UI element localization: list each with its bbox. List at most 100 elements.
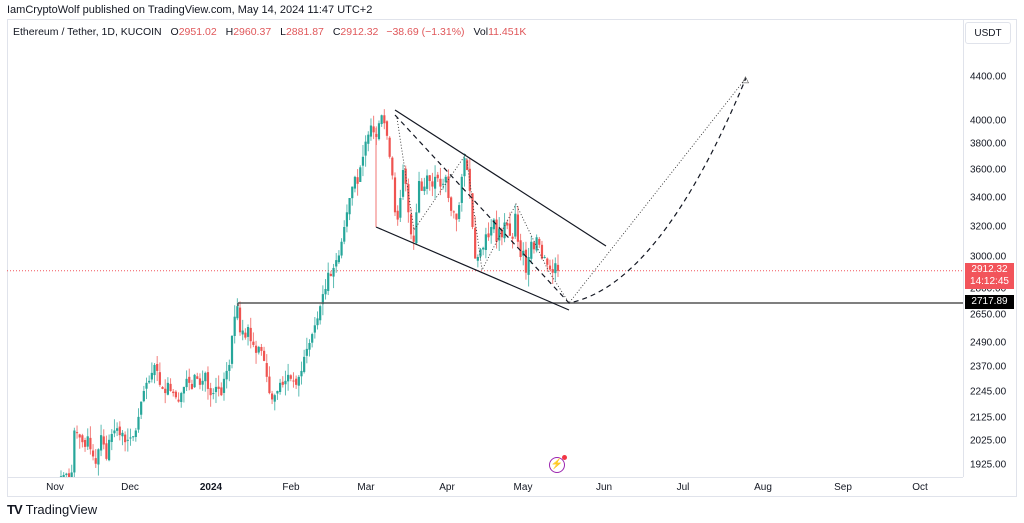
candle-body bbox=[67, 473, 71, 477]
candle-body bbox=[551, 269, 554, 273]
channel-upper-line[interactable] bbox=[394, 109, 607, 247]
candle-body bbox=[452, 211, 455, 213]
candle-body bbox=[164, 388, 167, 394]
candle-body bbox=[59, 476, 63, 477]
bar-countdown: 14:12:45 bbox=[970, 276, 1009, 287]
candle-body bbox=[89, 437, 92, 450]
candle-body bbox=[548, 265, 552, 270]
candlestick-chart[interactable]: △ bbox=[0, 0, 963, 477]
candle-body bbox=[407, 184, 410, 213]
candle-body bbox=[212, 393, 215, 395]
candle-body bbox=[190, 383, 194, 389]
candle-body bbox=[289, 375, 292, 379]
time-axis[interactable] bbox=[7, 477, 963, 497]
price-tick: 4000.00 bbox=[970, 115, 1007, 127]
tradingview-logo-icon: TV bbox=[7, 502, 23, 517]
candle-body bbox=[433, 176, 437, 189]
candle-body bbox=[511, 236, 514, 239]
publisher-credit: IamCryptoWolf published on TradingView.c… bbox=[7, 4, 373, 16]
candle-body bbox=[343, 227, 346, 242]
candle-body bbox=[514, 213, 517, 237]
candle-body bbox=[172, 391, 175, 394]
candle-body bbox=[442, 183, 445, 185]
price-tick: 3600.00 bbox=[970, 164, 1007, 176]
candle-body bbox=[458, 205, 461, 219]
currency-selector[interactable]: USDT bbox=[965, 22, 1011, 44]
candle-body bbox=[380, 115, 383, 125]
candle-body bbox=[78, 434, 81, 438]
chart-frame[interactable] bbox=[7, 19, 1017, 497]
candle-body bbox=[193, 374, 196, 388]
candle-body bbox=[527, 257, 530, 275]
footer-branding[interactable]: TV TradingView bbox=[7, 502, 97, 517]
candle-body bbox=[134, 430, 137, 437]
candle-body bbox=[265, 363, 268, 377]
candle-body bbox=[177, 399, 180, 402]
high-label: H bbox=[225, 26, 234, 38]
candle-body bbox=[353, 176, 357, 189]
economic-event-icon[interactable]: ⚡ bbox=[549, 455, 567, 473]
candle-body bbox=[156, 363, 159, 371]
candle-body bbox=[241, 330, 244, 335]
candle-body bbox=[345, 212, 349, 227]
candle-body bbox=[281, 381, 284, 385]
candle-body bbox=[463, 158, 466, 177]
projection-dashed-path[interactable] bbox=[394, 77, 747, 304]
candle-body bbox=[508, 223, 512, 236]
close-value: 2912.32 bbox=[340, 26, 379, 38]
candle-body bbox=[479, 249, 482, 257]
candle-body bbox=[262, 350, 266, 361]
candle-body bbox=[284, 380, 287, 385]
candle-body bbox=[415, 212, 418, 244]
price-tick: 2800.00 bbox=[970, 283, 1007, 295]
candle-body bbox=[185, 378, 188, 388]
candle-body bbox=[524, 249, 528, 273]
candle-body bbox=[201, 380, 204, 385]
candle-body bbox=[361, 156, 365, 166]
candle-body bbox=[129, 437, 132, 439]
candle-body bbox=[455, 213, 458, 220]
candle-body bbox=[238, 307, 242, 333]
candle-body bbox=[94, 458, 97, 464]
candle-body bbox=[174, 391, 177, 398]
candle-body bbox=[244, 332, 247, 338]
channel-lower-line[interactable] bbox=[375, 226, 570, 311]
candle-body bbox=[367, 134, 370, 144]
candle-body bbox=[116, 428, 119, 431]
candle-body bbox=[492, 219, 495, 230]
symbol-name[interactable]: Ethereum / Tether, 1D, KUCOIN bbox=[13, 26, 162, 38]
time-tick: Mar bbox=[357, 482, 375, 493]
candle-body bbox=[385, 121, 389, 136]
candle-body bbox=[198, 378, 202, 385]
candle-body bbox=[490, 227, 493, 236]
candle-body bbox=[391, 157, 394, 176]
candle-body bbox=[482, 247, 485, 250]
high-value: 2960.37 bbox=[233, 26, 272, 38]
candle-body bbox=[86, 436, 89, 447]
candle-body bbox=[233, 316, 236, 336]
candle-body bbox=[450, 197, 453, 211]
candle-body bbox=[404, 168, 407, 184]
candle-body bbox=[220, 387, 223, 396]
last-price-value: 2912.32 bbox=[971, 264, 1008, 275]
candle-body bbox=[132, 436, 135, 438]
event-notification-dot bbox=[562, 455, 567, 460]
candle-body bbox=[519, 240, 522, 257]
candle-body bbox=[113, 430, 116, 434]
candle-body bbox=[279, 382, 282, 392]
volume-value: 11.451K bbox=[488, 26, 527, 38]
candle-body bbox=[303, 356, 306, 372]
price-axis[interactable] bbox=[963, 19, 1017, 477]
candle-body bbox=[447, 176, 450, 198]
candle-body bbox=[102, 436, 105, 445]
candle-body bbox=[126, 439, 129, 441]
candle-body bbox=[444, 176, 447, 183]
low-value: 2881.87 bbox=[285, 26, 324, 38]
candle-body bbox=[532, 242, 536, 250]
candle-body bbox=[148, 380, 151, 383]
candle-body bbox=[420, 181, 423, 191]
low-label: L bbox=[280, 26, 286, 38]
candle-body bbox=[538, 238, 541, 245]
price-tick: 2125.00 bbox=[970, 412, 1007, 424]
candle-body bbox=[543, 257, 546, 258]
